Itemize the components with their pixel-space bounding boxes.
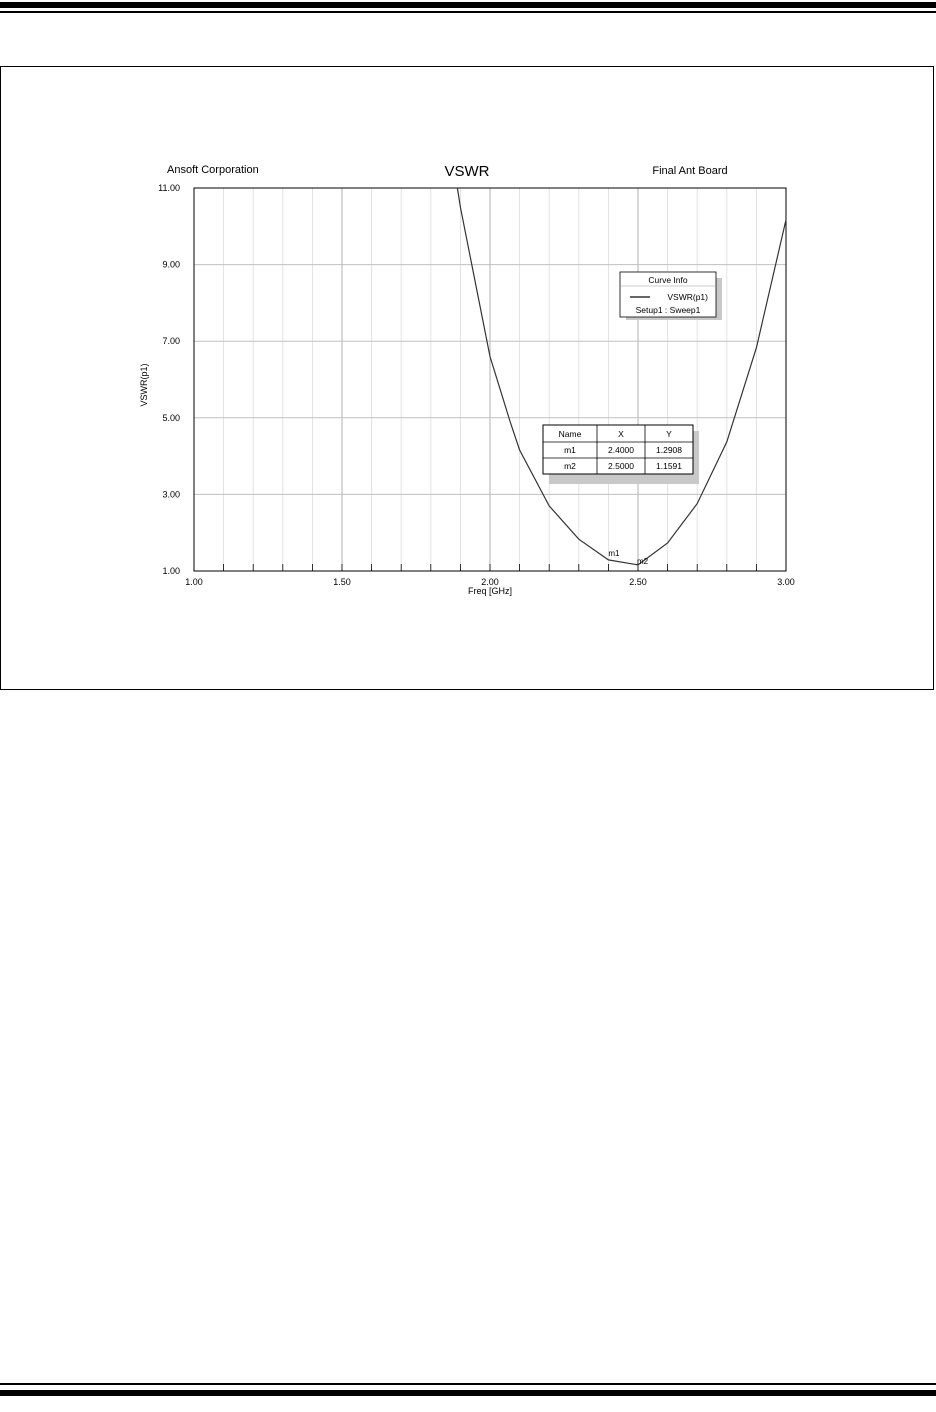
table-header: Name xyxy=(559,429,582,439)
legend-title: Curve Info xyxy=(648,275,687,285)
grid xyxy=(194,187,786,572)
table-cell: 2.5000 xyxy=(608,461,634,471)
y-tick-labels: 1.00 3.00 5.00 7.00 9.00 11.00 xyxy=(158,183,180,576)
y-tick-label: 11.00 xyxy=(158,183,180,193)
bottom-rule-thick xyxy=(0,1390,936,1396)
header-right: Final Ant Board xyxy=(652,165,727,177)
x-tick-label: 2.50 xyxy=(629,577,647,587)
legend-entry: VSWR(p1) xyxy=(667,292,708,302)
x-tick-label: 2.00 xyxy=(481,577,499,587)
vswr-chart: Ansoft Corporation VSWR Final Ant Board … xyxy=(139,163,795,596)
table-cell: 1.1591 xyxy=(656,461,682,471)
y-axis-label: VSWR(p1) xyxy=(139,363,149,406)
figure-frame xyxy=(0,66,934,690)
x-tick-label: 1.50 xyxy=(333,577,351,587)
ticks xyxy=(223,564,757,571)
table-cell: 1.2908 xyxy=(656,445,682,455)
x-axis-label: Freq [GHz] xyxy=(468,586,512,596)
x-tick-labels: 1.00 1.50 2.00 2.50 3.00 xyxy=(185,577,795,587)
x-tick-label: 3.00 xyxy=(777,577,795,587)
top-rule-thick xyxy=(0,2,936,8)
top-rule-thin xyxy=(0,11,936,13)
legend-subtitle: Setup1 : Sweep1 xyxy=(636,305,701,315)
table-header: Y xyxy=(666,429,672,439)
marker-table: Name X Y m1 2.4000 1.2908 m2 2.5000 1.15… xyxy=(542,424,699,484)
marker-label-m1: m1 xyxy=(608,549,620,558)
bottom-rule-thin xyxy=(0,1383,936,1385)
table-cell: m2 xyxy=(564,461,576,471)
plot-area xyxy=(193,187,787,572)
y-tick-label: 3.00 xyxy=(162,489,180,499)
y-tick-label: 1.00 xyxy=(162,566,180,576)
y-tick-label: 9.00 xyxy=(162,260,180,270)
curve-info-legend: Curve Info VSWR(p1) Setup1 : Sweep1 xyxy=(619,271,722,320)
series-line-vswr xyxy=(456,187,787,566)
header-left: Ansoft Corporation xyxy=(167,164,259,176)
marker-label-m2: m2 xyxy=(637,557,649,566)
table-cell: 2.4000 xyxy=(608,445,634,455)
table-cell: m1 xyxy=(564,445,576,455)
y-tick-label: 7.00 xyxy=(162,336,180,346)
table-header: X xyxy=(618,429,624,439)
chart-title: VSWR xyxy=(445,163,490,180)
y-tick-label: 5.00 xyxy=(162,413,180,423)
x-tick-label: 1.00 xyxy=(185,577,203,587)
